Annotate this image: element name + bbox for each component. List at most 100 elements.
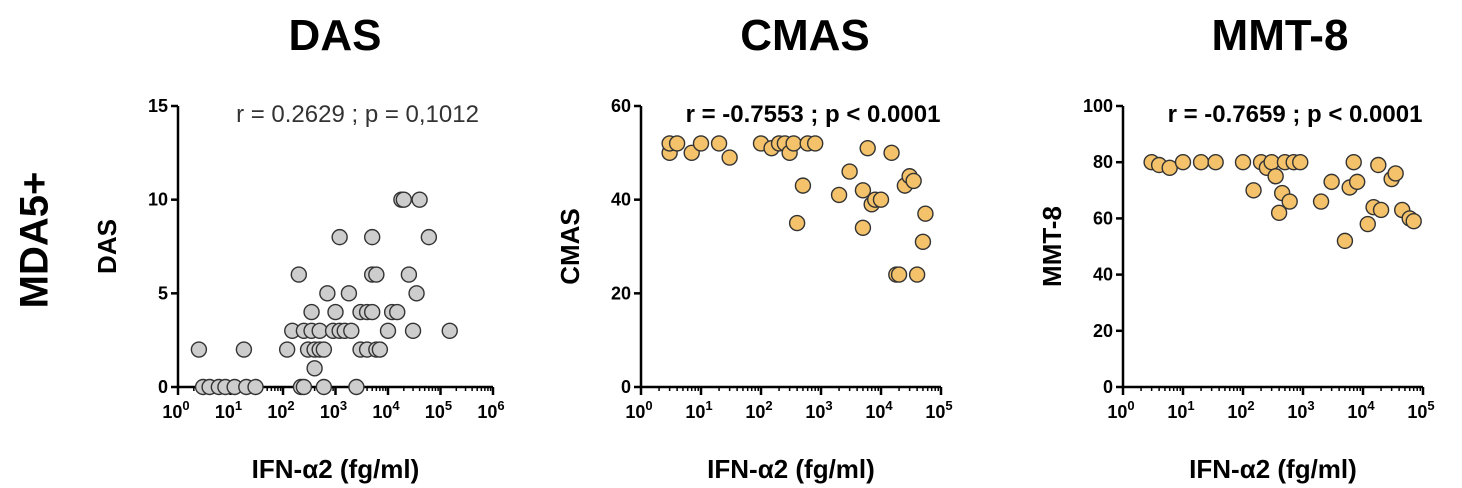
data-point xyxy=(278,341,296,358)
y-tick-label: 0 xyxy=(1103,377,1113,397)
y-tick-label: 20 xyxy=(1093,321,1113,341)
data-point xyxy=(1405,213,1422,230)
y-tick-label: 0 xyxy=(158,377,168,397)
x-tick-label: 101 xyxy=(215,398,242,422)
data-point xyxy=(340,285,358,302)
data-point xyxy=(1387,165,1404,182)
x-tick-label: 106 xyxy=(477,398,504,422)
data-point xyxy=(883,144,900,162)
chart-panel-3: MMT-8 0 20 40 60 80 100 100 101 102 103 104 105 IFN-α… xyxy=(1037,11,1435,484)
data-point xyxy=(420,228,438,246)
x-tick-label: 104 xyxy=(372,398,400,422)
x-tick-label: 105 xyxy=(925,398,952,422)
data-point xyxy=(389,303,406,321)
data-point xyxy=(806,135,824,152)
data-point xyxy=(290,266,308,283)
data-point xyxy=(908,266,926,283)
data-point xyxy=(668,135,686,152)
data-point xyxy=(247,378,264,396)
data-point xyxy=(371,341,389,358)
data-point xyxy=(1192,153,1210,171)
x-axis-label: IFN-α2 (fg/ml) xyxy=(1189,454,1357,484)
data-point xyxy=(348,378,365,396)
y-axis-label: DAS xyxy=(92,219,122,274)
data-point xyxy=(1270,204,1288,221)
data-point xyxy=(794,177,812,194)
data-point xyxy=(710,135,728,152)
x-tick-label: 100 xyxy=(162,398,189,422)
x-tick-label: 102 xyxy=(267,398,294,422)
x-tick-label: 101 xyxy=(1167,398,1194,422)
data-point xyxy=(363,228,381,246)
data-point xyxy=(854,182,872,199)
y-tick-label: 20 xyxy=(611,283,631,303)
y-tick-label: 40 xyxy=(611,190,631,210)
y-axis-label: CMAS xyxy=(555,208,585,285)
data-point xyxy=(331,228,348,246)
x-tick-label: 102 xyxy=(1227,398,1254,422)
data-point xyxy=(411,191,428,208)
chart-panel-1: DAS 0 5 10 15 100 101 102 103 104 105 106 IFN-α2 (fg… xyxy=(92,11,505,484)
data-point xyxy=(319,285,336,302)
data-point xyxy=(1336,232,1354,250)
data-point xyxy=(1292,153,1309,171)
data-point xyxy=(830,186,848,204)
y-tick-label: 15 xyxy=(148,96,168,116)
data-point xyxy=(1267,168,1284,185)
y-tick-label: 80 xyxy=(1093,152,1113,172)
data-point xyxy=(854,219,872,236)
data-point xyxy=(692,135,710,152)
data-point xyxy=(872,191,890,208)
data-point xyxy=(363,303,381,321)
x-tick-label: 102 xyxy=(745,398,772,422)
data-point xyxy=(721,149,738,166)
data-point xyxy=(1174,153,1192,171)
data-point xyxy=(368,266,385,283)
y-axis-label: MMT-8 xyxy=(1037,206,1067,287)
y-tick-label: 5 xyxy=(158,283,168,303)
y-tick-label: 0 xyxy=(621,377,631,397)
data-point xyxy=(235,341,253,358)
x-tick-label: 103 xyxy=(320,398,347,422)
chart-panel-2: CMAS 0 20 40 60 100 101 102 103 104 105 IFN-α2 (fg/… xyxy=(555,11,953,484)
data-point xyxy=(914,233,932,251)
data-point xyxy=(327,303,344,321)
y-tick-label: 40 xyxy=(1093,265,1113,285)
data-point xyxy=(1245,182,1262,199)
data-point xyxy=(190,341,208,358)
x-tick-label: 100 xyxy=(1107,398,1134,422)
data-point xyxy=(841,163,858,180)
y-tick-label: 10 xyxy=(148,190,168,210)
data-point xyxy=(1323,173,1340,191)
data-point xyxy=(303,303,320,321)
data-point xyxy=(1207,153,1224,171)
data-point xyxy=(1234,153,1252,171)
stat-annotation: r = 0.2629 ; p = 0,1012 xyxy=(236,101,479,128)
data-point xyxy=(315,378,333,396)
data-point xyxy=(905,172,922,190)
data-point xyxy=(917,205,934,222)
data-point xyxy=(1345,153,1362,171)
data-point xyxy=(788,214,806,232)
data-point xyxy=(441,322,458,339)
x-tick-label: 104 xyxy=(865,398,893,422)
y-tick-label: 60 xyxy=(1093,208,1113,228)
data-point xyxy=(404,322,422,339)
x-tick-label: 103 xyxy=(805,398,832,422)
data-point xyxy=(1312,193,1330,210)
data-point xyxy=(408,285,425,302)
y-tick-label: 60 xyxy=(611,96,631,116)
data-point xyxy=(859,139,876,157)
data-point xyxy=(1281,193,1298,210)
x-tick-label: 100 xyxy=(625,398,652,422)
chart-title: DAS xyxy=(289,11,382,60)
data-point xyxy=(379,322,397,339)
x-axis-label: IFN-α2 (fg/ml) xyxy=(252,454,420,484)
stat-annotation: r = -0.7659 ; p < 0.0001 xyxy=(1168,101,1423,128)
data-point xyxy=(1348,173,1366,191)
chart-title: MMT-8 xyxy=(1212,11,1349,60)
data-point xyxy=(1359,215,1376,233)
data-point xyxy=(315,341,333,358)
data-point xyxy=(395,191,413,208)
